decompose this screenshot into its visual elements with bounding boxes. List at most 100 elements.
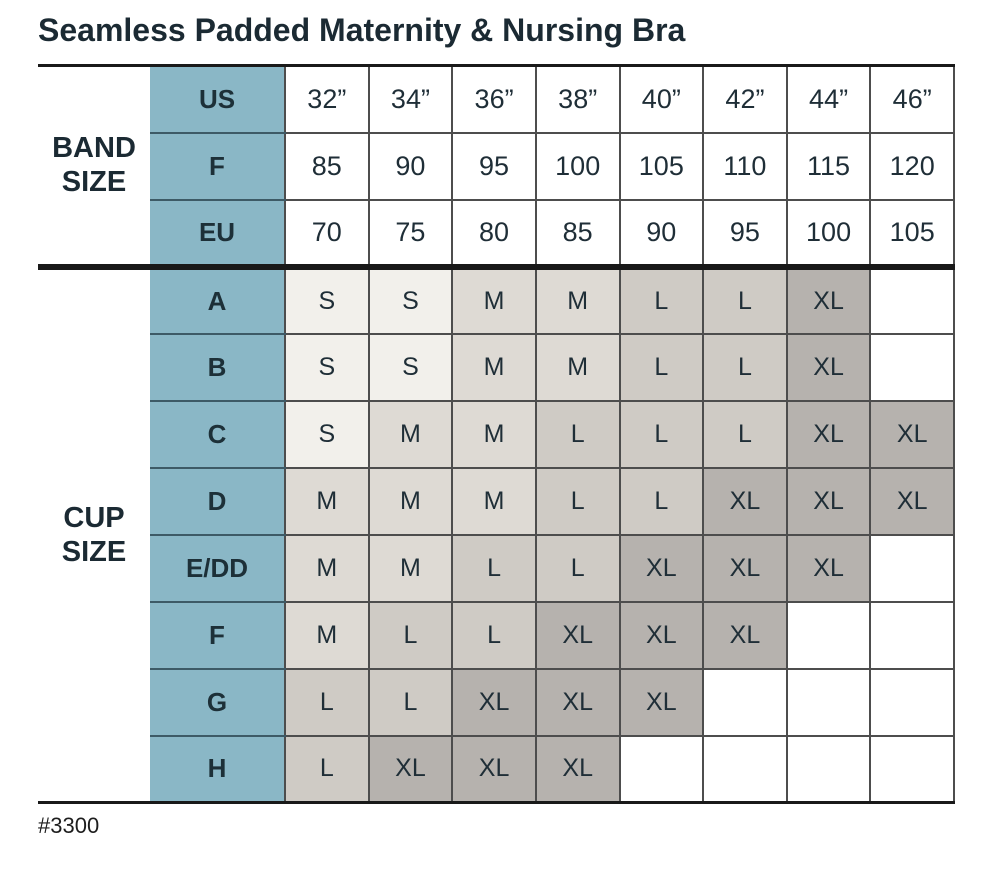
row-header-cup-b: B — [150, 332, 286, 402]
cup-size-cell: L — [451, 600, 537, 670]
cup-size-cell — [869, 667, 955, 737]
table-row: EU 70 75 80 85 90 95 100 105 — [38, 198, 955, 268]
cup-size-cell: M — [451, 399, 537, 469]
band-size-cell: 42” — [702, 64, 788, 134]
cup-size-cell: XL — [785, 399, 872, 469]
cup-size-cell: M — [284, 533, 370, 603]
band-size-cell: 110 — [702, 131, 788, 201]
row-header-f: F — [150, 131, 286, 201]
table-row: CUP SIZE A S S M M L L XL — [38, 265, 955, 803]
band-size-cell: 70 — [284, 198, 370, 268]
cup-size-cell — [785, 734, 872, 804]
row-header-us: US — [150, 64, 286, 134]
band-size-cell: 100 — [785, 198, 872, 268]
row-header-cup-f: F — [150, 600, 286, 670]
band-size-cell: 90 — [367, 131, 454, 201]
cup-size-cell — [618, 734, 705, 804]
row-header-eu: EU — [150, 198, 286, 268]
table-row: G L L XL XL XL — [38, 667, 955, 737]
cup-size-cell: XL — [702, 466, 788, 536]
cup-size-cell — [869, 533, 955, 603]
cup-size-cell — [869, 265, 955, 335]
style-number: #3300 — [38, 813, 100, 838]
table-row: B S S M M L L XL — [38, 332, 955, 402]
band-size-cell: 95 — [702, 198, 788, 268]
table-row: D M M M L L XL XL XL — [38, 466, 955, 536]
cup-size-cell: M — [284, 466, 370, 536]
band-size-cell: 105 — [869, 198, 955, 268]
band-size-cell: 75 — [367, 198, 454, 268]
cup-size-cell: L — [367, 600, 454, 670]
cup-size-cell: L — [702, 399, 788, 469]
row-header-cup-d: D — [150, 466, 286, 536]
cup-size-cell: L — [284, 734, 370, 804]
cup-size-cell: S — [284, 332, 370, 402]
cup-size-cell: S — [367, 332, 454, 402]
cup-size-cell: L — [534, 466, 621, 536]
cup-size-cell: L — [618, 332, 705, 402]
row-header-cup-edd: E/DD — [150, 533, 286, 603]
cup-size-cell — [869, 332, 955, 402]
cup-size-cell: XL — [869, 466, 955, 536]
cup-size-cell: S — [367, 265, 454, 335]
band-size-cell: 44” — [785, 64, 872, 134]
cup-size-cell: M — [451, 332, 537, 402]
cup-size-cell: XL — [785, 265, 872, 335]
cup-size-cell: L — [367, 667, 454, 737]
cup-size-cell: XL — [785, 466, 872, 536]
cup-size-cell — [785, 667, 872, 737]
cup-size-cell: L — [618, 466, 705, 536]
band-size-cell: 32” — [284, 64, 370, 134]
cup-size-cell — [702, 734, 788, 804]
cup-size-cell: XL — [534, 734, 621, 804]
cup-size-cell: M — [367, 466, 454, 536]
band-size-cell: 85 — [284, 131, 370, 201]
cup-size-cell — [702, 667, 788, 737]
band-size-cell: 95 — [451, 131, 537, 201]
cup-size-cell: L — [534, 533, 621, 603]
band-size-cell: 40” — [618, 64, 705, 134]
cup-size-cell: L — [702, 265, 788, 335]
cup-size-cell: XL — [869, 399, 955, 469]
table-row: E/DD M M L L XL XL XL — [38, 533, 955, 603]
band-size-cell: 34” — [367, 64, 454, 134]
chart-title: Seamless Padded Maternity & Nursing Bra — [38, 12, 686, 48]
cup-size-cell: L — [451, 533, 537, 603]
cup-size-cell — [869, 600, 955, 670]
band-size-cell: 85 — [534, 198, 621, 268]
cup-size-cell — [785, 600, 872, 670]
cup-size-cell: XL — [618, 600, 705, 670]
cup-size-cell: XL — [702, 533, 788, 603]
cup-size-cell: L — [702, 332, 788, 402]
table-row: F 85 90 95 100 105 110 115 120 — [38, 131, 955, 201]
cup-size-cell: XL — [702, 600, 788, 670]
cup-size-cell: XL — [785, 332, 872, 402]
row-header-cup-h: H — [150, 734, 286, 804]
cup-size-cell: XL — [367, 734, 454, 804]
cup-size-label: CUP SIZE — [38, 266, 150, 803]
cup-size-cell: M — [451, 265, 537, 335]
cup-size-cell: L — [284, 667, 370, 737]
cup-size-cell: M — [367, 533, 454, 603]
cup-size-cell: XL — [451, 667, 537, 737]
cup-size-cell: XL — [785, 533, 872, 603]
cup-size-cell: M — [534, 332, 621, 402]
band-size-cell: 120 — [869, 131, 955, 201]
size-chart-table: BAND SIZE US 32” 34” 36” 38” 40” 42” 44”… — [38, 64, 955, 804]
cup-size-section: CUP SIZE A S S M M L L XL B S S M M L L … — [38, 265, 955, 804]
band-size-cell: 100 — [534, 131, 621, 201]
cup-size-cell: L — [534, 399, 621, 469]
cup-size-cell: XL — [534, 667, 621, 737]
table-row: BAND SIZE US 32” 34” 36” 38” 40” 42” 44”… — [38, 64, 955, 267]
cup-size-cell: S — [284, 265, 370, 335]
cup-size-cell: XL — [534, 600, 621, 670]
band-size-cell: 105 — [618, 131, 705, 201]
band-size-section: BAND SIZE US 32” 34” 36” 38” 40” 42” 44”… — [38, 64, 955, 268]
band-size-cell: 115 — [785, 131, 872, 201]
band-size-cell: 36” — [451, 64, 537, 134]
band-size-cell: 80 — [451, 198, 537, 268]
table-row: C S M M L L L XL XL — [38, 399, 955, 469]
cup-size-cell: S — [284, 399, 370, 469]
table-row: F M L L XL XL XL — [38, 600, 955, 670]
band-size-cell: 90 — [618, 198, 705, 268]
